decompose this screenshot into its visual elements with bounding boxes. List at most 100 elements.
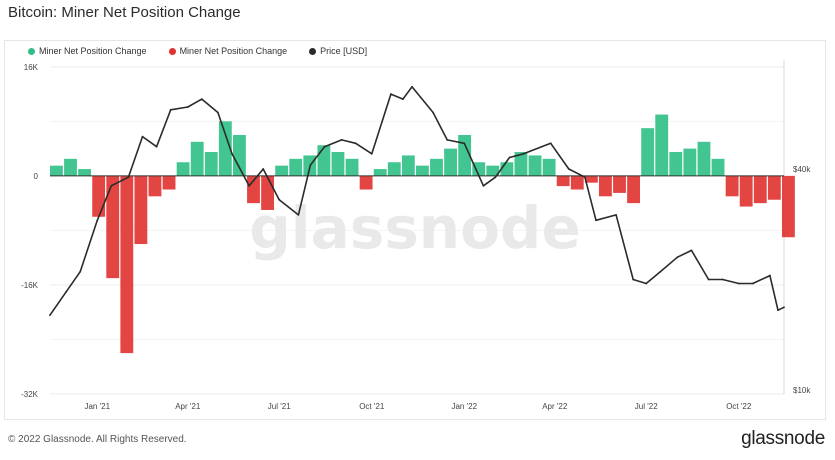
bar [472, 162, 486, 176]
bar [627, 175, 640, 204]
price-point [522, 152, 525, 155]
price-point [595, 219, 597, 222]
price-point [200, 98, 203, 101]
bar [106, 175, 120, 279]
price-point [110, 184, 113, 187]
price-point [65, 291, 67, 293]
bar [387, 162, 401, 176]
bar [711, 158, 725, 176]
price-point [169, 108, 172, 111]
bar [289, 158, 303, 176]
bar [134, 175, 148, 245]
legend-dot-icon [168, 47, 176, 55]
price-point [155, 145, 158, 148]
bar [584, 175, 598, 183]
price-point [676, 256, 679, 259]
bar [275, 165, 289, 176]
legend-dot-icon [28, 47, 35, 55]
bar [697, 141, 711, 176]
brand-logo: glassnode [741, 428, 825, 449]
price-point [141, 135, 144, 138]
bar [331, 152, 345, 176]
price-point [389, 93, 392, 95]
legend-dot-icon [309, 47, 317, 55]
bar [683, 148, 697, 176]
x-tick-label: Jul '21 [268, 402, 291, 411]
bar [78, 169, 92, 176]
price-point [769, 274, 771, 277]
y-tick-label: -32K [21, 390, 39, 399]
bar [359, 175, 373, 190]
price-point [231, 152, 233, 155]
x-tick-label: Jul '22 [635, 402, 658, 411]
legend-label: Miner Net Position Change [179, 46, 288, 56]
chart-title: Bitcoin: Miner Net Position Change [8, 4, 241, 21]
bar [218, 121, 232, 176]
price-point [751, 282, 754, 285]
price-point [411, 85, 413, 88]
y-right-tick-label: $10k [793, 386, 811, 395]
price-point [49, 314, 51, 316]
chart-panel [4, 40, 826, 420]
bar [247, 175, 260, 204]
price-point [262, 168, 265, 170]
price-point [446, 139, 449, 141]
bar [458, 134, 472, 176]
price-point [777, 309, 779, 312]
x-tick-label: Apr '21 [175, 402, 201, 411]
price-point [707, 278, 710, 281]
price-point [632, 278, 635, 281]
bar [120, 175, 134, 354]
price-point [217, 111, 219, 114]
price-point [721, 278, 724, 281]
bar [92, 175, 106, 217]
bar [486, 165, 500, 176]
bar [613, 175, 626, 193]
x-tick-label: Jan '21 [84, 402, 110, 411]
bar [162, 175, 176, 190]
x-tick-label: Oct '21 [359, 402, 385, 411]
y-tick-label: 16K [24, 63, 39, 72]
bar [641, 128, 655, 176]
price-point [432, 111, 434, 114]
bar [261, 175, 274, 210]
price-point [127, 176, 130, 179]
price-point [309, 164, 312, 166]
bar [148, 175, 162, 197]
legend: Miner Net Position Change Miner Net Posi… [28, 46, 367, 56]
bar [570, 175, 584, 190]
bar [753, 175, 767, 204]
bar [781, 175, 795, 238]
price-point [354, 142, 357, 145]
price-point [482, 184, 485, 187]
bar [444, 148, 457, 176]
price-point [659, 270, 662, 273]
legend-label: Price [USD] [320, 46, 368, 56]
bar [655, 114, 669, 176]
price-point [340, 139, 343, 141]
price-point [494, 176, 497, 179]
bar [50, 165, 63, 176]
legend-item-price[interactable]: Price [USD] [309, 46, 367, 56]
price-point [615, 213, 617, 216]
y-tick-label: -16K [21, 281, 39, 290]
price-point [79, 270, 82, 273]
bar [345, 158, 359, 176]
legend-item-positive[interactable]: Miner Net Position Change [28, 46, 147, 56]
bar [669, 152, 683, 176]
bar [556, 175, 570, 187]
price-point [508, 156, 511, 159]
price-point [463, 142, 466, 145]
bar [514, 152, 528, 176]
x-tick-label: Oct '22 [726, 402, 752, 411]
bar [767, 175, 781, 200]
price-point [278, 198, 281, 201]
price-point [549, 142, 552, 145]
price-point [783, 306, 785, 309]
bar [528, 155, 542, 176]
legend-item-negative[interactable]: Miner Net Position Change [168, 46, 288, 56]
bar [598, 175, 612, 197]
bar [739, 175, 753, 207]
bar [542, 158, 556, 176]
watermark: glassnode [249, 194, 581, 262]
